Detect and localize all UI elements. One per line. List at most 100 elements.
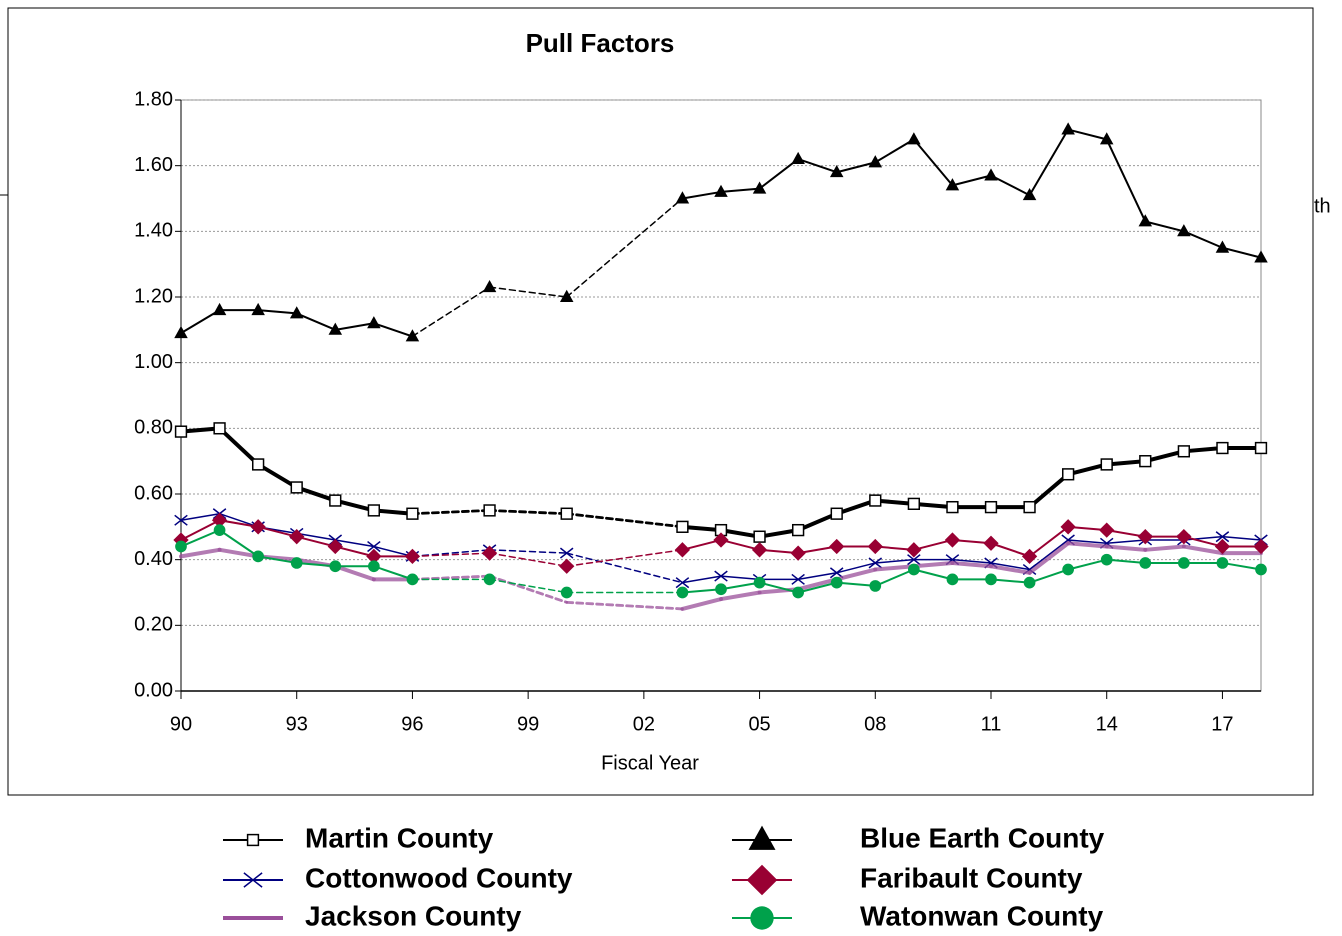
line-segment (371, 508, 415, 516)
point (367, 316, 381, 329)
point (1139, 455, 1152, 468)
point (368, 560, 380, 573)
y-tick-label: 0.00 (134, 679, 173, 701)
line-segment (989, 564, 1032, 575)
point (213, 524, 226, 536)
point (560, 507, 573, 520)
line-segment (1181, 446, 1225, 454)
point (251, 458, 265, 471)
line-segment (1181, 544, 1225, 556)
line-segment (1143, 544, 1186, 552)
x-tick-label: 93 (286, 713, 308, 735)
point (907, 554, 921, 566)
line-segment (1182, 230, 1224, 249)
line-segment (295, 535, 337, 548)
line-segment (180, 512, 221, 522)
line-segment (1027, 472, 1071, 510)
point (829, 165, 844, 178)
line-segment (834, 498, 878, 516)
line-segment (719, 590, 762, 602)
point (1060, 519, 1076, 535)
line-segment (488, 552, 568, 567)
point (1216, 557, 1229, 569)
point (329, 560, 342, 573)
line-segment (720, 581, 761, 591)
point (868, 155, 883, 168)
point (1061, 122, 1075, 135)
point (1254, 441, 1268, 455)
point (483, 504, 496, 517)
line-segment (1221, 535, 1262, 541)
line-segment (333, 564, 376, 582)
line-segment (565, 549, 684, 567)
x-tick-label: 02 (633, 713, 655, 735)
point (327, 538, 343, 555)
line-segment (411, 509, 491, 516)
line-segment (1105, 558, 1147, 564)
point (559, 558, 575, 574)
point (482, 279, 497, 293)
point (985, 573, 997, 586)
line-segment (488, 574, 569, 604)
point (984, 500, 998, 514)
point (908, 563, 920, 576)
point (675, 577, 690, 589)
line-segment (874, 558, 915, 564)
point (944, 532, 961, 548)
line-segment (1221, 246, 1262, 259)
point (1023, 576, 1036, 589)
y-tick-label: 1.00 (134, 351, 173, 373)
line-segment (681, 588, 722, 594)
x-tick-label: 08 (864, 713, 886, 735)
point (869, 494, 882, 507)
legend-marker (748, 825, 776, 850)
legend-label: Watonwan County (860, 900, 1104, 931)
line-segment (990, 578, 1031, 584)
line-segment (257, 309, 298, 315)
point (907, 497, 921, 511)
point (713, 532, 729, 548)
legend-label: Martin County (305, 822, 494, 853)
point (1214, 538, 1231, 555)
line-segment (411, 552, 491, 558)
point (367, 504, 381, 517)
line-segment (411, 286, 491, 338)
line-segment (218, 529, 260, 558)
line-segment (990, 542, 1031, 558)
line-segment (911, 501, 955, 510)
line-segment (835, 562, 877, 574)
line-segment (1067, 539, 1108, 544)
line-segment (488, 509, 569, 516)
point (791, 523, 805, 537)
legend-marker (746, 864, 778, 896)
legend-marker (243, 872, 263, 888)
y-tick-label: 0.40 (134, 548, 173, 570)
point (1100, 553, 1113, 566)
line-segment (217, 426, 261, 467)
point (1216, 441, 1229, 455)
point (983, 535, 999, 551)
point (329, 494, 342, 507)
point (404, 548, 421, 565)
line-segment (334, 322, 375, 331)
line-segment (333, 498, 376, 513)
point (290, 557, 303, 569)
line-segment (1144, 220, 1185, 233)
point (405, 329, 420, 342)
point (366, 548, 382, 565)
point (753, 530, 766, 543)
line-segment (681, 538, 722, 551)
line-segment (720, 187, 761, 193)
line-segment (1105, 539, 1147, 544)
line-segment (334, 539, 375, 548)
line-segment (257, 525, 298, 538)
point (830, 576, 843, 589)
x-tick-label: 11 (981, 713, 1002, 735)
point (1099, 132, 1114, 145)
point (252, 550, 264, 563)
line-segment (951, 174, 992, 187)
point (1176, 529, 1192, 545)
point (481, 545, 498, 561)
